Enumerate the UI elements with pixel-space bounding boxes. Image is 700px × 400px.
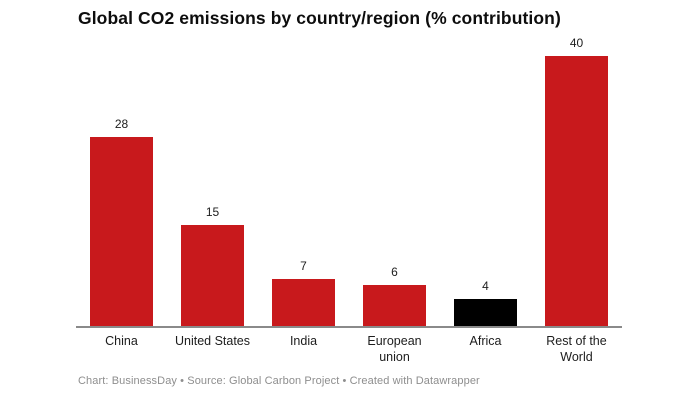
x-axis-label: China: [76, 333, 167, 365]
x-axis-label-text: Rest of the World: [546, 334, 607, 364]
bar-chart: 28 15 7 6 4 40: [76, 37, 622, 326]
bar-value-label: 6: [391, 265, 398, 279]
x-axis-label: European union: [349, 333, 440, 365]
bar: [272, 279, 335, 326]
bar-value-label: 7: [300, 259, 307, 273]
bar-slot: 7: [258, 37, 349, 326]
x-axis-label-text: India: [289, 334, 318, 348]
x-axis-label-text: European union: [367, 334, 422, 364]
bar: [545, 56, 608, 326]
x-axis-labels: China United States India European union Afr…: [76, 333, 622, 365]
bar-value-label: 4: [482, 279, 489, 293]
bar-value-label: 28: [114, 117, 129, 131]
bar-slot: 4: [440, 37, 531, 326]
bar-slot: 40: [531, 37, 622, 326]
bar-value-label: 40: [569, 36, 584, 50]
bar-slot: 28: [76, 37, 167, 326]
x-axis-label: United States: [167, 333, 258, 365]
chart-title: Global CO2 emissions by country/region (…: [78, 8, 561, 28]
bar-slot: 6: [349, 37, 440, 326]
x-axis-line: [76, 326, 622, 328]
x-axis-label-text: China: [105, 334, 138, 348]
bar: [90, 137, 153, 326]
bar: [363, 285, 426, 326]
bar-value-label: 15: [205, 205, 220, 219]
chart-footer: Chart: BusinessDay • Source: Global Carb…: [78, 375, 480, 387]
x-axis-label: India: [258, 333, 349, 365]
x-axis-label: Rest of the World: [531, 333, 622, 365]
x-axis-label-text: Africa: [469, 334, 502, 348]
x-axis-label: Africa: [440, 333, 531, 365]
x-axis-label-text: United States: [174, 334, 251, 348]
bar: [181, 225, 244, 326]
bar: [454, 299, 517, 326]
bar-slot: 15: [167, 37, 258, 326]
